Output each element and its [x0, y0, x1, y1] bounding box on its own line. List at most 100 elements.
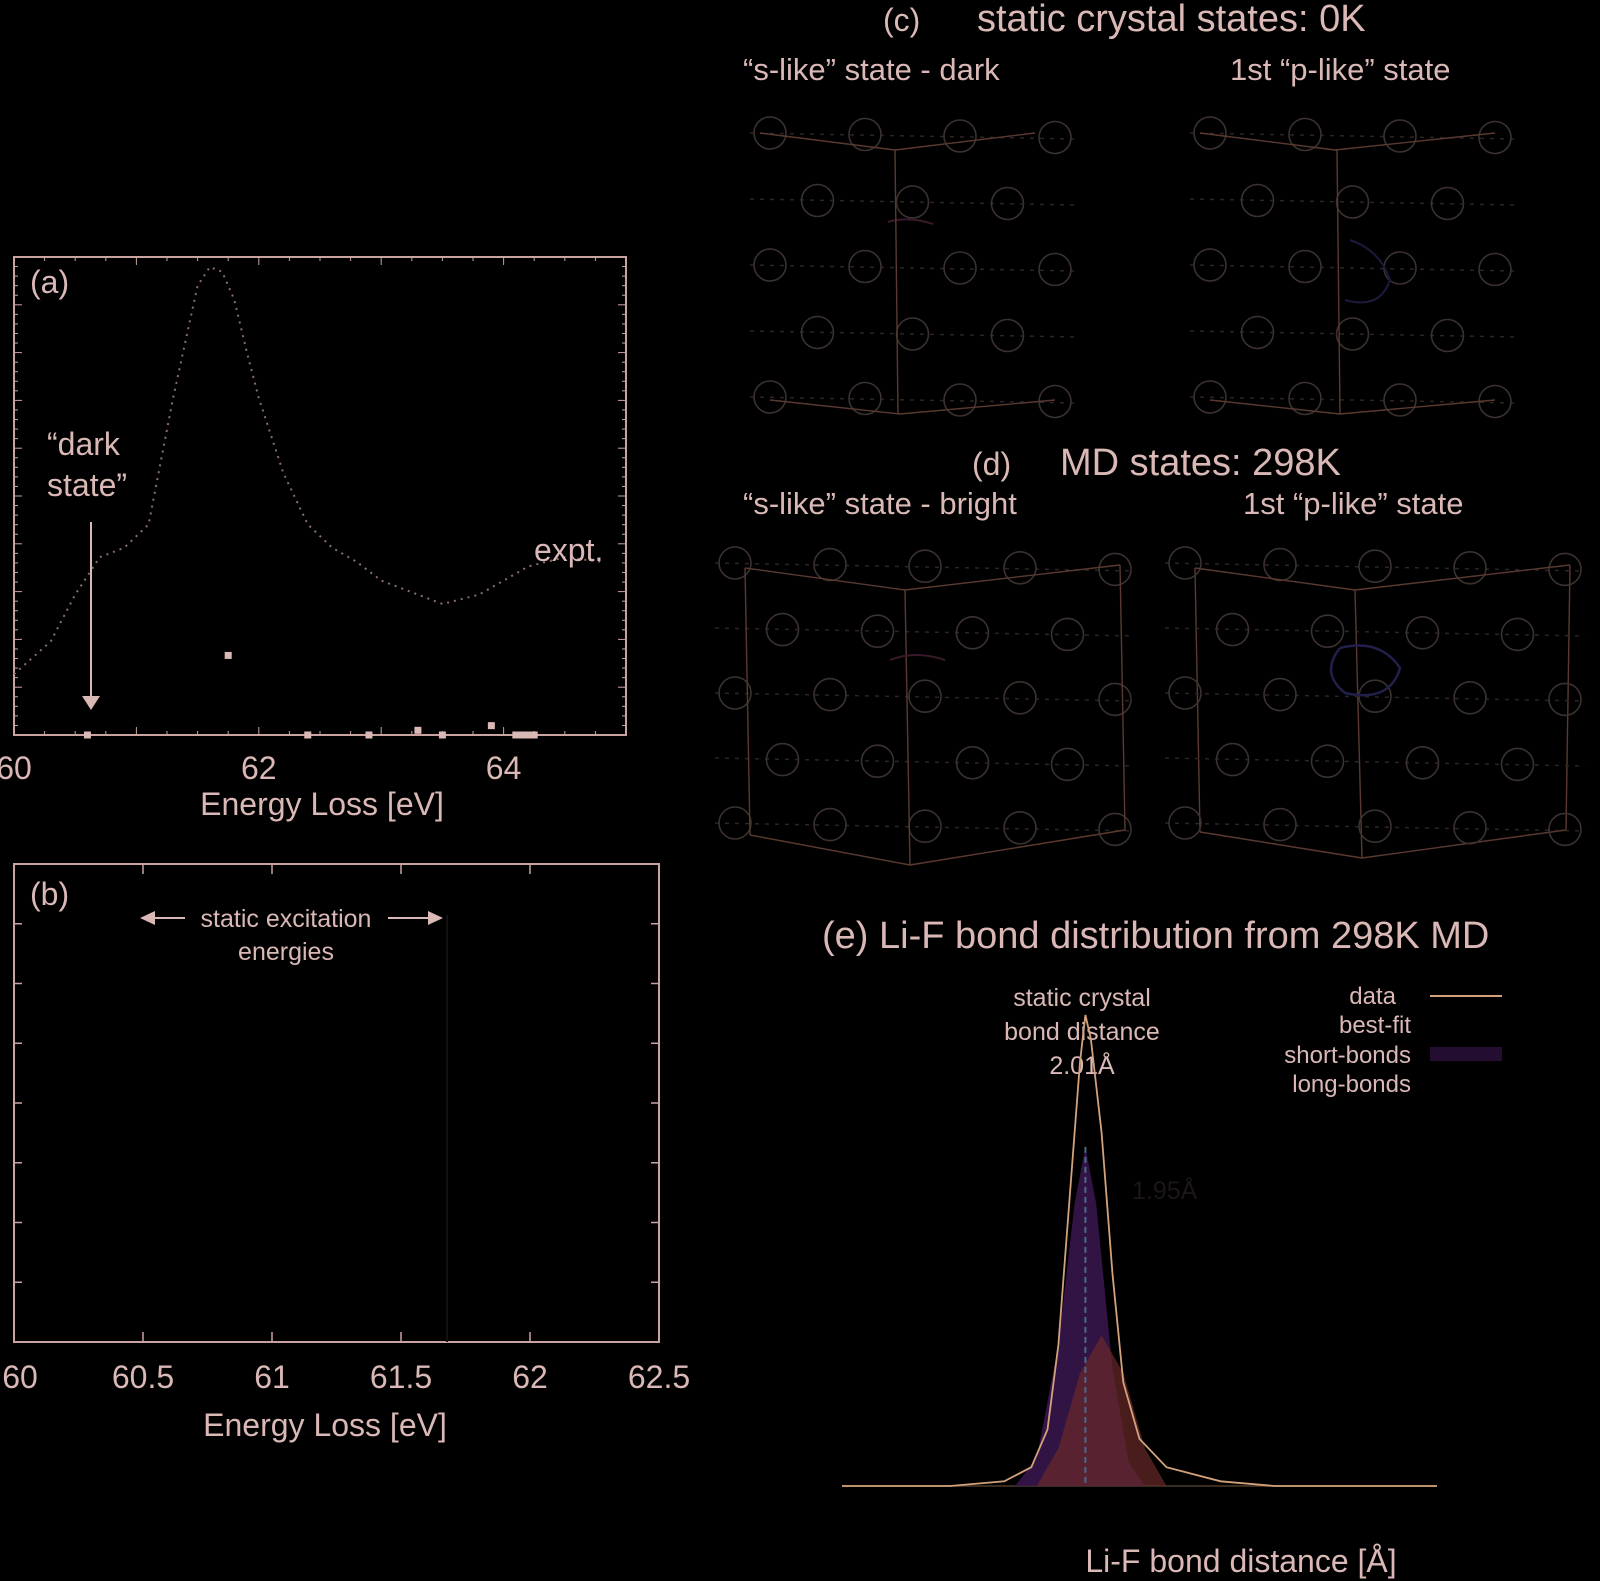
- legend-best-fit-label: best-fit: [1339, 1012, 1411, 1039]
- orbital-d-left: [889, 654, 946, 661]
- static-bond-annotation-line1: static crystal: [1013, 984, 1151, 1012]
- atom: [943, 251, 977, 285]
- atom: [1335, 185, 1370, 219]
- bond-line: [749, 396, 1076, 404]
- atom: [1240, 183, 1275, 218]
- panel-e-xlabel: Li-F bond distance [Å]: [1085, 1543, 1396, 1579]
- peak-annotation: 1.95Å: [1132, 1175, 1198, 1205]
- x-tick-label: 61: [254, 1359, 290, 1395]
- unit-cell-edge: [1119, 564, 1126, 831]
- crystal-d-right: [1164, 546, 1586, 847]
- atom: [1288, 249, 1322, 284]
- bond-line: [1164, 757, 1586, 767]
- long-bonds-area: [1036, 1335, 1167, 1486]
- panel-b-xlabel: Energy Loss [eV]: [203, 1407, 447, 1443]
- panel-a-expt-curve: [13, 265, 602, 675]
- x-tick-label: 61.5: [370, 1359, 432, 1395]
- panel-a: (a) “dark state” expt. 60 62 64 Energy Los…: [0, 256, 627, 822]
- bond-line: [1164, 692, 1586, 702]
- atom: [1453, 680, 1487, 715]
- static-excitation-label: static excitation: [201, 905, 372, 933]
- legend-short-bonds-swatch: [1430, 1047, 1502, 1061]
- legend-data-label: data: [1349, 983, 1396, 1010]
- panel-d: (d) MD states: 298K “s-like” state - bri…: [714, 149, 1586, 866]
- unit-cell-edge: [899, 399, 1056, 415]
- atom: [1288, 117, 1322, 152]
- panel-b-xtick-labels: 60 60.5 61 61.5 62 62.5: [2, 1359, 690, 1395]
- atom: [1358, 809, 1392, 844]
- atom: [1500, 747, 1535, 782]
- atom: [1335, 317, 1370, 351]
- atom: [1003, 810, 1037, 845]
- panel-c-label: (c): [883, 2, 920, 38]
- bond-line: [714, 822, 1136, 832]
- excitation-point: [530, 731, 538, 739]
- atom: [1430, 318, 1465, 353]
- excitation-point: [438, 731, 446, 739]
- atom: [990, 186, 1025, 221]
- atom: [1168, 676, 1202, 710]
- atom: [1263, 807, 1297, 842]
- x-tick-label: 62.5: [628, 1359, 690, 1395]
- panel-c-title: static crystal states: 0K: [977, 0, 1366, 40]
- bond-line: [714, 562, 1136, 572]
- atom: [860, 614, 895, 649]
- static-excitation-label-2: energies: [238, 938, 334, 966]
- unit-cell-edge: [769, 399, 901, 415]
- x-tick-label: 60: [2, 1359, 38, 1395]
- atom: [1193, 116, 1227, 150]
- atom: [1050, 617, 1085, 652]
- atom: [848, 381, 882, 416]
- atom: [1405, 615, 1440, 650]
- x-tick-label: 62: [241, 750, 277, 786]
- excitation-point: [365, 731, 373, 739]
- bond-line: [749, 198, 1076, 206]
- panel-a-label: (a): [30, 264, 69, 300]
- atom: [1383, 119, 1417, 153]
- excitation-point: [518, 731, 526, 739]
- atom: [765, 612, 800, 647]
- atom: [1453, 810, 1487, 845]
- atom: [813, 547, 847, 582]
- bond-line: [714, 627, 1136, 637]
- bond-line: [714, 757, 1136, 767]
- x-tick-label: 60: [0, 750, 32, 786]
- data-curve: [842, 1014, 1437, 1487]
- panel-b-label: (b): [30, 876, 69, 912]
- panel-e-title: (e) Li-F bond distribution from 298K MD: [822, 915, 1489, 957]
- panel-d-left-caption: “s-like” state - bright: [743, 486, 1017, 521]
- atom: [1430, 186, 1465, 221]
- dark-state-arrowhead: [82, 696, 100, 710]
- panel-c-right-caption: 1st “p-like” state: [1230, 52, 1451, 87]
- unit-cell-edges: [1194, 564, 1571, 591]
- static-arrowhead-left: [140, 911, 155, 925]
- bond-line: [1189, 132, 1516, 140]
- bond-line: [749, 264, 1076, 272]
- atom: [813, 807, 847, 842]
- bond-line: [1189, 264, 1516, 272]
- atom: [1098, 682, 1132, 717]
- panel-a-excitation-points: [83, 651, 538, 739]
- bond-line: [714, 692, 1136, 702]
- bond-line: [1164, 822, 1586, 832]
- crystal-c-right: [1189, 116, 1516, 419]
- x-tick-label: 60.5: [112, 1359, 174, 1395]
- atom: [1193, 380, 1227, 414]
- atom: [1263, 677, 1297, 712]
- atom: [1098, 812, 1132, 847]
- unit-cell-edge: [1209, 399, 1341, 415]
- atom: [895, 185, 930, 219]
- panel-d-title: MD states: 298K: [1060, 442, 1341, 484]
- unit-cell-edge: [909, 829, 1126, 866]
- panel-b: (b) static excitation energies 60 60.5 61 6…: [2, 863, 690, 1443]
- excitation-point: [487, 722, 495, 730]
- atom: [1038, 120, 1072, 155]
- bond-line: [1189, 330, 1516, 338]
- atom: [908, 809, 942, 844]
- atom: [813, 677, 847, 712]
- atom: [718, 676, 752, 710]
- atom: [1453, 550, 1487, 585]
- unit-cell-edges: [744, 564, 1121, 591]
- unit-cell-edge: [1336, 149, 1341, 415]
